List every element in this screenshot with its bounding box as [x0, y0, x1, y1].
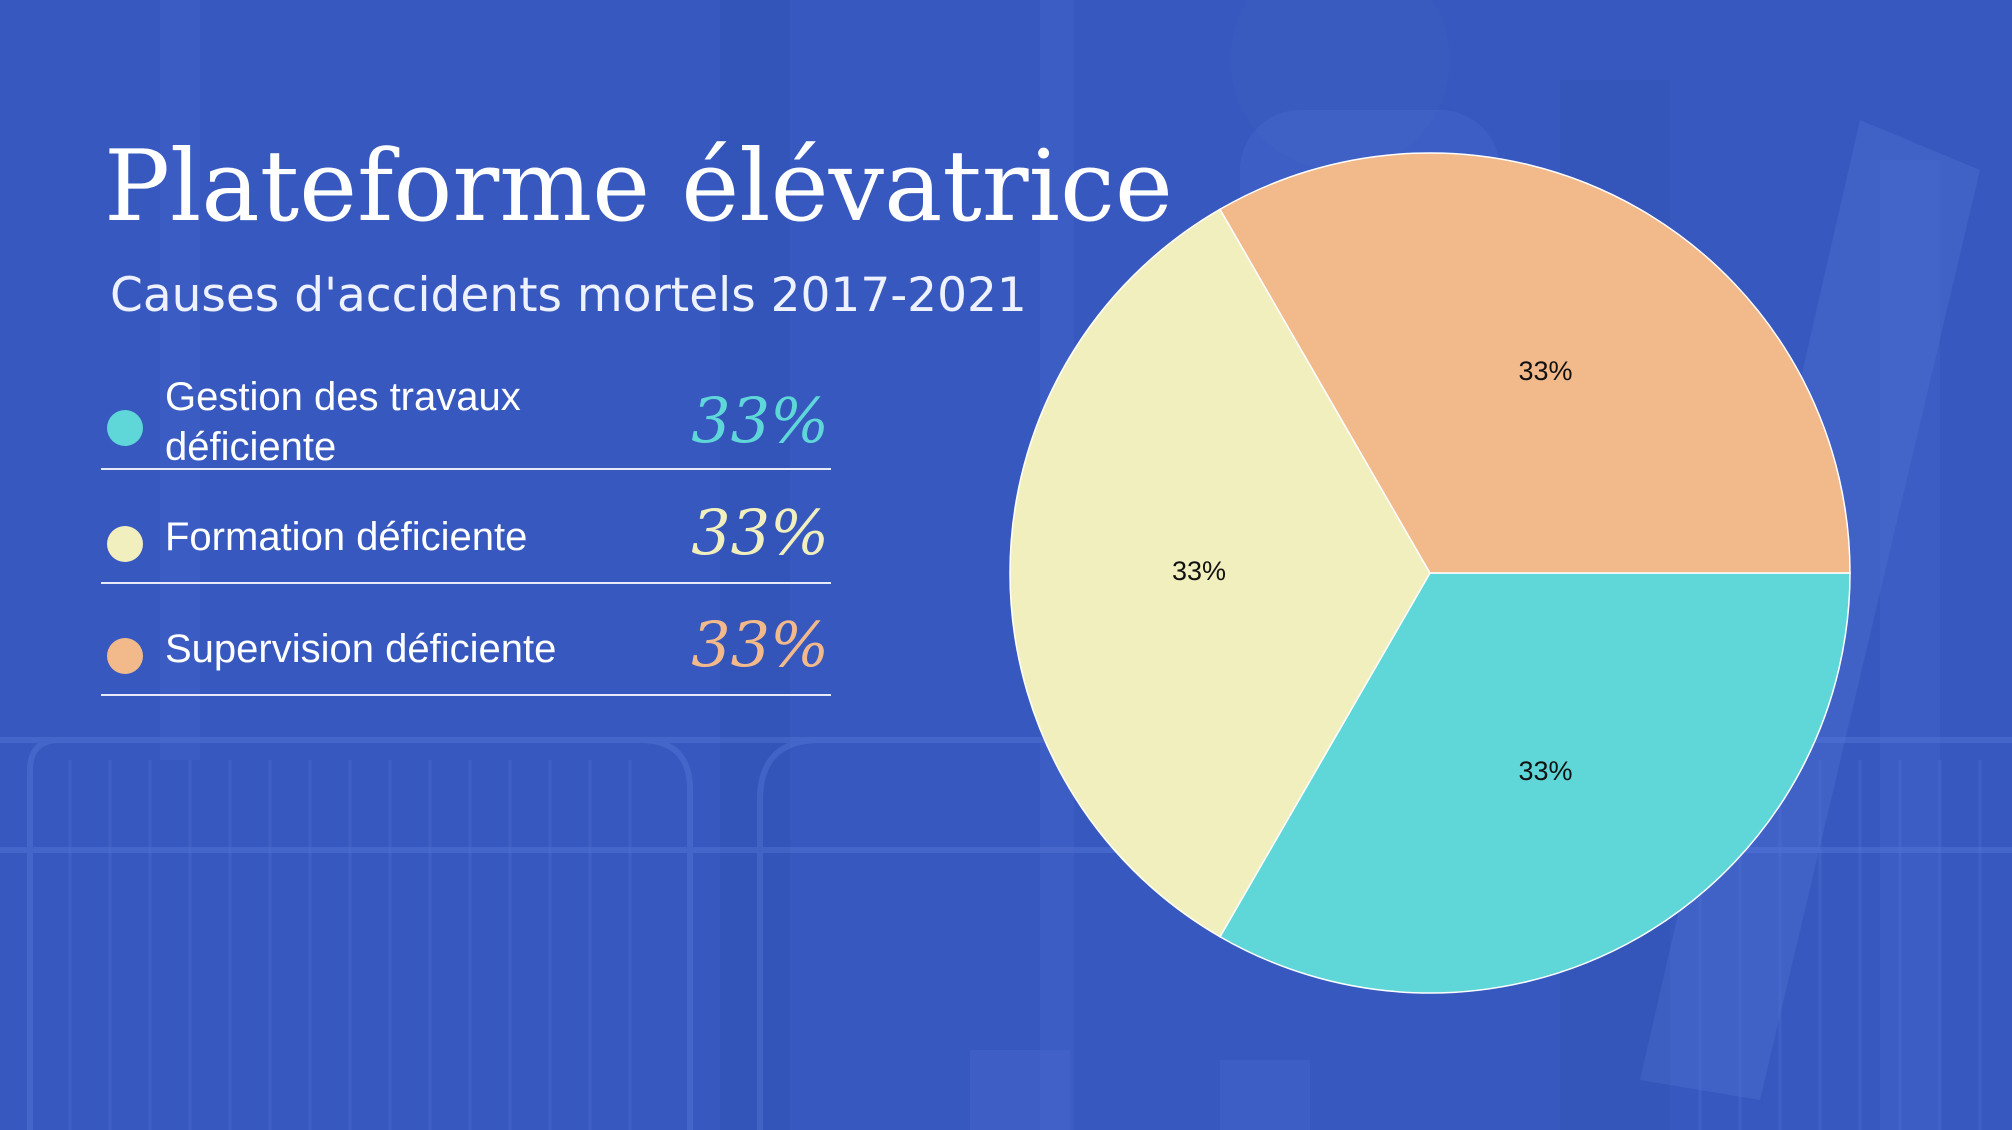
pie-slice — [1218, 572, 1851, 994]
legend-item: Gestion des travaux déficiente 33% — [101, 368, 831, 470]
page-subtitle: Causes d'accidents mortels 2017-2021 — [110, 268, 1027, 323]
legend-value: 33% — [691, 384, 829, 457]
pie-slice-label: 33% — [1172, 556, 1226, 586]
legend-label: Supervision déficiente — [165, 627, 557, 671]
legend-label: Formation déficiente — [165, 515, 528, 559]
legend-color-dot — [107, 526, 143, 562]
pie-slice-label: 33% — [1518, 356, 1572, 386]
legend-item: Formation déficiente 33% — [101, 470, 831, 584]
legend-color-dot — [107, 638, 143, 674]
legend-value: 33% — [691, 608, 829, 681]
legend-value: 33% — [691, 496, 829, 569]
legend-color-dot — [107, 410, 143, 446]
pie-slice-label: 33% — [1518, 756, 1572, 786]
pie-slice — [1218, 152, 1851, 574]
legend-label: Gestion des travaux déficiente — [165, 375, 521, 469]
legend-item: Supervision déficiente 33% — [101, 584, 831, 696]
page-title: Plateforme élévatrice — [104, 130, 1173, 244]
